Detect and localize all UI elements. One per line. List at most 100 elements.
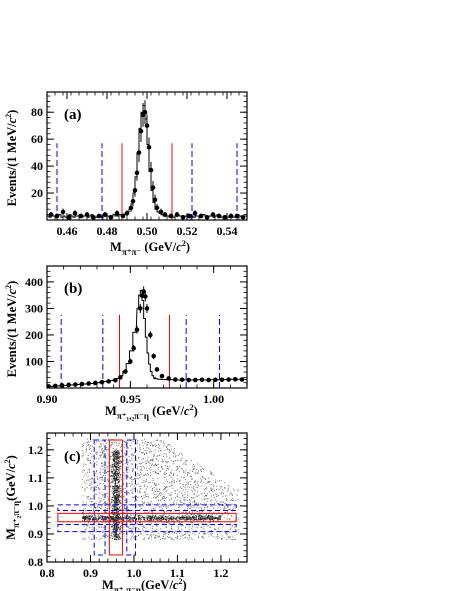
data-point [48, 212, 54, 217]
data-point [154, 367, 160, 372]
y-tick-label: 400 [25, 275, 43, 289]
data-point [174, 212, 180, 217]
signal-box-horizontal [57, 512, 237, 523]
data-point [113, 378, 118, 383]
data-point [102, 212, 108, 217]
y-tick-label: 1.0 [28, 499, 43, 513]
plot-area [47, 100, 247, 220]
data-point [179, 377, 185, 383]
y-tick-label: 0.9 [28, 527, 43, 541]
data-point [239, 377, 245, 382]
data-point [166, 376, 171, 381]
data-point [213, 377, 218, 383]
data-point [99, 379, 105, 385]
x-axis-label: Mπ⁺₁,₂π⁻η (GeV/c2) [105, 403, 198, 421]
x-axis-label: Mπ⁺π⁻ (GeV/c2) [110, 239, 190, 257]
data-point [233, 376, 238, 382]
data-point [72, 210, 78, 216]
data-point [118, 375, 123, 380]
plot-frame [46, 91, 248, 221]
data-point [131, 345, 136, 351]
data-point [134, 327, 140, 332]
data-point [73, 382, 78, 387]
data-point [86, 381, 91, 386]
x-tick-label: 0.8 [40, 566, 55, 580]
y-tick-label: 0.8 [28, 555, 43, 569]
y-tick-label: 300 [25, 301, 43, 315]
data-point [138, 128, 144, 134]
x-tick-label: 0.9 [83, 566, 98, 580]
data-point [186, 377, 191, 383]
data-point [143, 294, 148, 299]
data-point [132, 188, 138, 193]
y-tick-label: 60 [31, 132, 43, 146]
panel-b: 0.90 0.95 1.00 100 200 300 400 (b) Mπ⁺₁,₂π⁻η (Ge… [4, 265, 248, 421]
x-tick-label: 0.52 [177, 224, 198, 238]
data-point [154, 205, 160, 211]
x-tick-label: 0.95 [120, 392, 141, 406]
data-point [114, 210, 120, 216]
y-axis-label: Mπ⁺₂π⁻η(GeV/c2) [3, 455, 21, 540]
data-point [138, 306, 143, 311]
data-point [144, 123, 150, 128]
plot-frame [46, 265, 248, 389]
data-point [192, 210, 198, 216]
data-point [222, 215, 228, 220]
plot-area [47, 286, 247, 388]
data-point [216, 213, 222, 219]
x-tick-label: 1.1 [170, 566, 185, 580]
y-tick-label: 100 [25, 354, 43, 368]
sideband-box-horizontal [57, 524, 237, 533]
panel-label: (b) [64, 281, 82, 297]
y-axis-label: Events/(1 MeV/c2) [4, 281, 19, 378]
data-point [79, 381, 85, 387]
y-axis-label: Events/(1 MeV/c2) [4, 110, 19, 207]
y-tick-label: 80 [31, 105, 43, 119]
sideband-box-vertical [93, 439, 106, 556]
data-point [141, 289, 146, 294]
data-point [106, 379, 111, 384]
x-tick-label: 0.46 [57, 224, 78, 238]
sideband-box-vertical [126, 439, 136, 556]
data-point [128, 359, 133, 364]
data-point [150, 185, 156, 190]
data-point [120, 213, 126, 219]
data-point [130, 198, 136, 204]
scatter-points [81, 438, 240, 541]
data-point [53, 383, 58, 388]
data-point [198, 213, 204, 219]
data-point [146, 144, 152, 150]
plot-frame [46, 432, 248, 563]
x-tick-label: 1.00 [203, 392, 224, 406]
data-point [90, 215, 96, 220]
x-tick-label: 1.2 [213, 566, 228, 580]
data-point [234, 213, 240, 219]
data-point [54, 213, 60, 219]
data-point [93, 380, 98, 386]
data-point [134, 170, 140, 176]
data-point [84, 212, 90, 217]
y-tick-label: 1.1 [28, 471, 43, 485]
y-tick-label: 200 [25, 328, 43, 342]
data-point [219, 377, 225, 383]
data-point [47, 384, 51, 388]
y-tick-label: 1.2 [28, 443, 43, 457]
data-point [228, 213, 234, 219]
x-tick-label: 0.48 [97, 224, 118, 238]
panel-a: 0.46 0.48 0.50 0.52 0.54 20 40 60 80 (a) Mπ⁺π⁻ (Ge… [4, 91, 248, 257]
data-point [158, 209, 164, 215]
x-tick-label: 0.50 [137, 224, 158, 238]
data-point [206, 377, 211, 383]
x-tick-label: 0.54 [217, 224, 238, 238]
panel-c: 0.8 0.9 1.0 1.1 1.2 0.8 0.9 1.0 1.1 1.2 (c) Mπ⁺₁π⁻η… [3, 432, 248, 591]
data-point [173, 377, 178, 382]
y-tick-label: 20 [31, 186, 43, 200]
panel-label: (c) [64, 449, 81, 465]
data-point [226, 377, 231, 382]
data-point [151, 353, 156, 359]
data-point [148, 167, 154, 173]
data-point [59, 383, 65, 388]
data-point [66, 215, 72, 220]
x-tick-label: 0.90 [37, 392, 58, 406]
sideband-box-horizontal [57, 504, 237, 512]
